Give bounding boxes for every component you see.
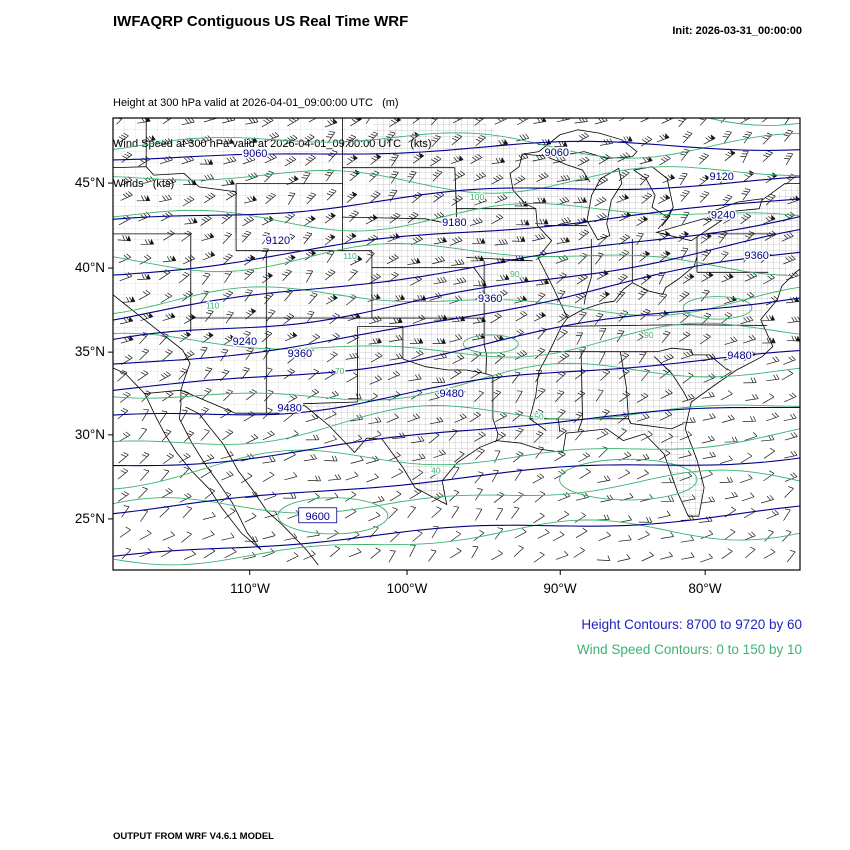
county-texture	[113, 118, 799, 517]
height-contour-label: 9120	[709, 171, 733, 183]
plot-title: IWFAQRP Contiguous US Real Time WRF	[113, 13, 409, 30]
lat-label-35n: 35°N	[74, 344, 105, 359]
lat-label-40n: 40°N	[74, 260, 105, 275]
lat-label-30n: 30°N	[74, 427, 105, 442]
lon-label-90w: 90°W	[543, 581, 577, 596]
height-contour-label: 9360	[478, 293, 502, 305]
contour-labels: 100 110 90 110 90 70 50 40 9060 9060 9120 9120 9180 9…	[205, 145, 771, 524]
init-time-label: Init: 2026-03-31_00:00:00	[672, 25, 802, 37]
height-contour-label: 9480	[727, 350, 751, 362]
height-contour-label: 9360	[288, 348, 312, 360]
legend-wind-contours: Wind Speed Contours: 0 to 150 by 10	[576, 642, 802, 657]
wind-speed-contour-label: 40	[431, 466, 441, 476]
footer-block: OUTPUT FROM WRF V4.6.1 MODEL WE = 580 ; …	[113, 807, 501, 850]
boxed-contour-label-frame	[298, 507, 338, 524]
height-contour-label: 9120	[266, 235, 290, 247]
wind-speed-contour-label: 100	[470, 192, 484, 202]
wind-speed-contour-label: 110	[343, 251, 357, 261]
lon-label-110w: 110°W	[230, 581, 270, 596]
axis-ticks	[108, 182, 706, 575]
map-area: 100 110 90 110 90 70 50 40 9060 9060 9120 9120 9180 9…	[107, 115, 806, 579]
height-contour-label: 9060	[243, 148, 267, 160]
wind-speed-contours	[113, 118, 800, 566]
wind-speed-contour-label: 70	[335, 366, 345, 376]
wind-barbs	[116, 118, 800, 563]
footer-model-line: OUTPUT FROM WRF V4.6.1 MODEL	[113, 831, 274, 842]
lon-label-80w: 80°W	[688, 581, 722, 596]
us-map-canvas: 100 110 90 110 90 70 50 40 9060 9060 9120 9120 9180 9…	[108, 117, 801, 575]
height-contour-label: 9360	[744, 250, 768, 262]
wind-speed-contour-label: 50	[534, 411, 544, 421]
height-contours	[113, 140, 800, 557]
legend: Height Contours: 8700 to 9720 by 60 Wind…	[577, 612, 802, 662]
height-contour-label: 9480	[277, 403, 301, 415]
lat-label-25n: 25°N	[74, 511, 105, 526]
height-contour-label: 9240	[233, 336, 257, 348]
lat-label-45n: 45°N	[74, 175, 105, 190]
map-frame	[112, 117, 801, 571]
lon-label-100w: 100°W	[386, 581, 428, 596]
height-contour-label: 9240	[711, 209, 735, 221]
legend-height-contours: Height Contours: 8700 to 9720 by 60	[581, 617, 802, 632]
wind-speed-contour-label: 90	[644, 330, 654, 340]
wind-speed-contour-label: 110	[206, 301, 220, 311]
subtitle-height-line: Height at 300 hPa valid at 2026-04-01_09…	[113, 97, 399, 109]
wind-speed-contour-label: 90	[510, 269, 520, 279]
height-contour-label: 9060	[545, 147, 569, 159]
height-contour-label: 9480	[439, 388, 463, 400]
height-contour-label: 9600	[305, 511, 329, 523]
height-contour-label: 9180	[442, 217, 466, 229]
